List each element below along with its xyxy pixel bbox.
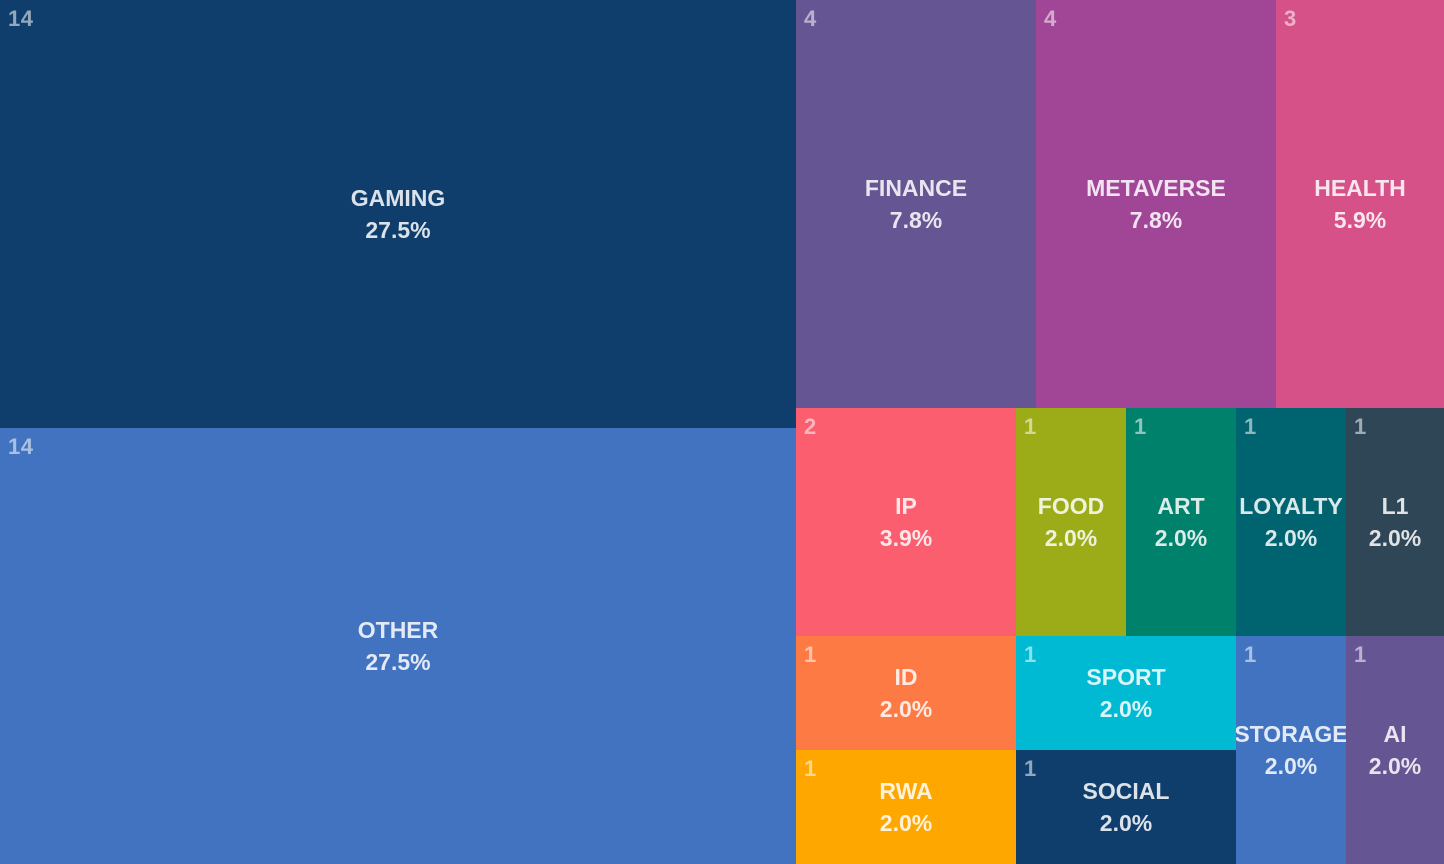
treemap-tile-social[interactable]: 1 SOCIAL 2.0% [1016,750,1236,864]
tile-percent: 7.8% [1129,207,1183,233]
treemap-tile-food[interactable]: 1 FOOD 2.0% [1016,408,1126,636]
treemap-tile-finance[interactable]: 4 FINANCE 7.8% [796,0,1036,408]
treemap-tile-metaverse[interactable]: 4 METAVERSE 7.8% [1036,0,1276,408]
tile-caption: FINANCE 7.8% [865,172,967,236]
tile-label: SOCIAL [1082,778,1170,804]
tile-percent: 2.0% [1099,810,1153,836]
tile-caption: LOYALTY 2.0% [1239,490,1343,554]
tile-caption: IP 3.9% [880,490,932,554]
tile-caption: FOOD 2.0% [1038,490,1104,554]
tile-label: HEALTH [1314,175,1406,201]
tile-label: RWA [879,778,933,804]
tile-percent: 2.0% [1368,753,1422,779]
tile-count: 1 [1024,756,1037,781]
tile-percent: 3.9% [879,525,933,551]
tile-label: IP [895,493,917,519]
tile-count: 14 [8,6,34,31]
tile-label: OTHER [357,617,439,643]
tile-count: 1 [1244,642,1257,667]
tile-count: 2 [804,414,817,439]
tile-count: 1 [1024,642,1037,667]
tile-percent: 2.0% [879,696,933,722]
treemap-tile-ip[interactable]: 2 IP 3.9% [796,408,1016,636]
tile-percent: 2.0% [1368,525,1422,551]
tile-count: 1 [1354,642,1367,667]
tile-caption: RWA 2.0% [879,775,932,839]
tile-caption: SPORT 2.0% [1086,661,1165,725]
tile-count: 1 [1024,414,1037,439]
tile-percent: 2.0% [1264,753,1318,779]
treemap-tile-other[interactable]: 14 OTHER 27.5% [0,428,796,864]
tile-count: 1 [1354,414,1367,439]
tile-label: AI [1383,721,1407,747]
tile-caption: ID 2.0% [880,661,932,725]
treemap-tile-loyalty[interactable]: 1 LOYALTY 2.0% [1236,408,1346,636]
tile-percent: 5.9% [1333,207,1387,233]
tile-label: GAMING [350,185,446,211]
treemap-tile-art[interactable]: 1 ART 2.0% [1126,408,1236,636]
tile-percent: 2.0% [879,810,933,836]
tile-percent: 7.8% [889,207,943,233]
tile-percent: 2.0% [1044,525,1098,551]
tile-label: ART [1157,493,1205,519]
treemap-tile-rwa[interactable]: 1 RWA 2.0% [796,750,1016,864]
tile-caption: ART 2.0% [1155,490,1207,554]
tile-count: 1 [1134,414,1147,439]
tile-caption: HEALTH 5.9% [1314,172,1406,236]
tile-caption: OTHER 27.5% [358,614,439,678]
tile-label: SPORT [1086,664,1166,690]
tile-count: 3 [1284,6,1297,31]
tile-label: LOYALTY [1239,493,1343,519]
tile-count: 1 [804,756,817,781]
treemap-tile-gaming[interactable]: 14 GAMING 27.5% [0,0,796,428]
tile-percent: 2.0% [1154,525,1208,551]
treemap-tile-health[interactable]: 3 HEALTH 5.9% [1276,0,1444,408]
tile-label: FINANCE [864,175,968,201]
tile-percent: 2.0% [1264,525,1318,551]
tile-percent: 2.0% [1099,696,1153,722]
tile-percent: 27.5% [365,649,431,675]
tile-count: 1 [1244,414,1257,439]
treemap-tile-storage[interactable]: 1 STORAGE 2.0% [1236,636,1346,864]
treemap-tile-ai[interactable]: 1 AI 2.0% [1346,636,1444,864]
treemap-tile-id[interactable]: 1 ID 2.0% [796,636,1016,750]
tile-caption: STORAGE 2.0% [1236,718,1346,782]
tile-count: 4 [1044,6,1057,31]
tile-caption: SOCIAL 2.0% [1083,775,1170,839]
tile-label: STORAGE [1236,721,1346,747]
tile-label: ID [894,664,918,690]
tile-percent: 27.5% [365,217,431,243]
tile-label: METAVERSE [1086,175,1226,201]
treemap-tile-sport[interactable]: 1 SPORT 2.0% [1016,636,1236,750]
tile-caption: METAVERSE 7.8% [1086,172,1226,236]
treemap-tile-l1[interactable]: 1 L1 2.0% [1346,408,1444,636]
tile-caption: GAMING 27.5% [351,182,446,246]
tile-label: L1 [1381,493,1409,519]
tile-caption: L1 2.0% [1369,490,1421,554]
tile-count: 4 [804,6,817,31]
tile-caption: AI 2.0% [1369,718,1421,782]
tile-count: 1 [804,642,817,667]
tile-count: 14 [8,434,34,459]
tile-label: FOOD [1037,493,1105,519]
